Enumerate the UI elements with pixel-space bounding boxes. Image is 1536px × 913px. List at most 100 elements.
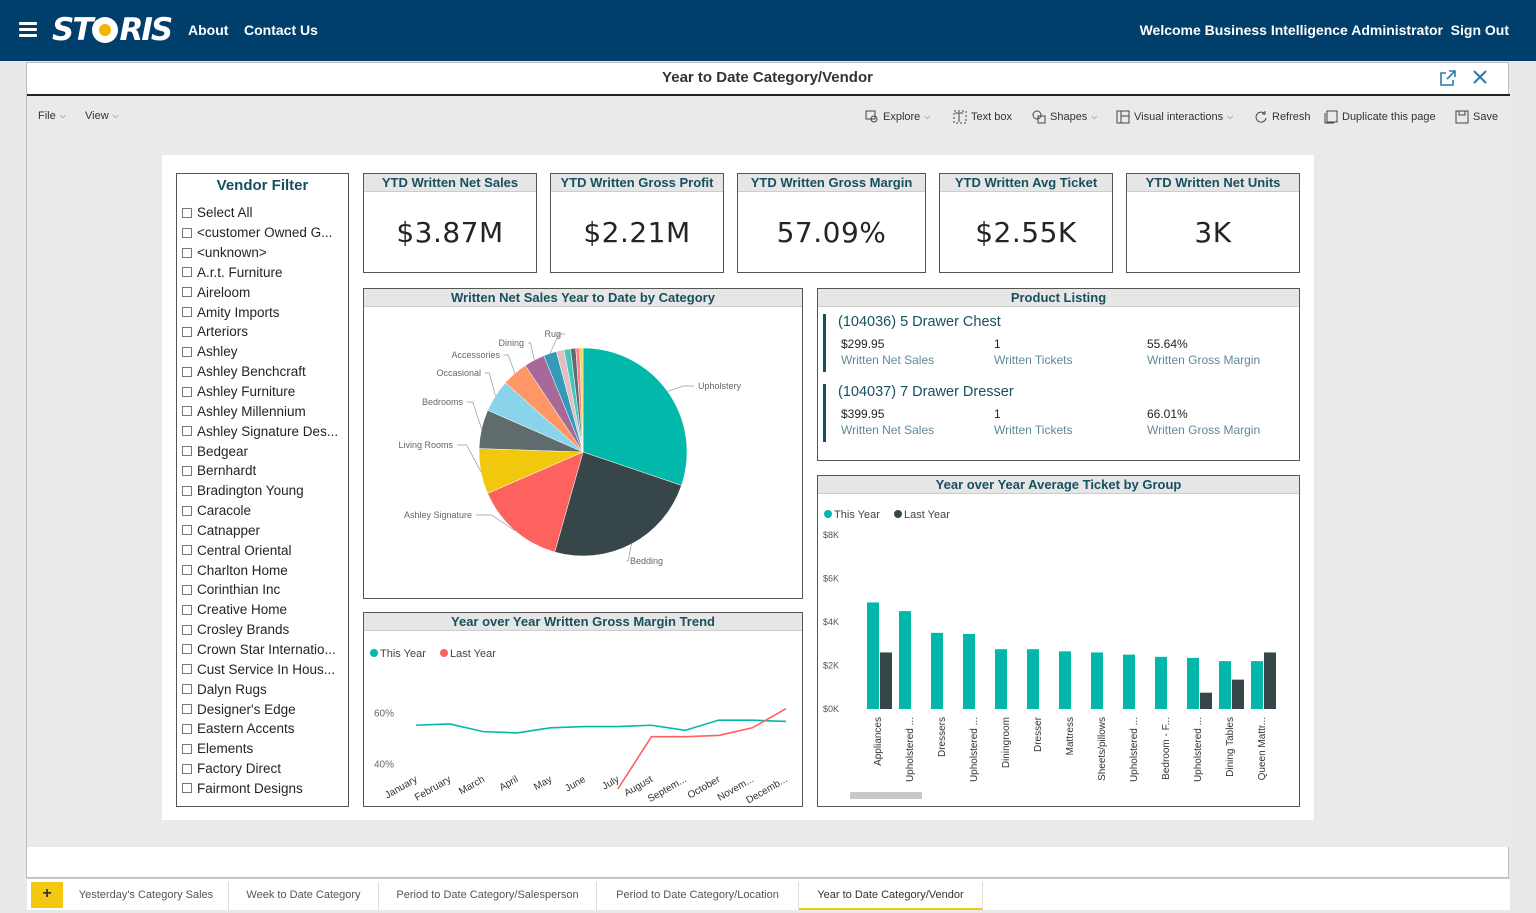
checkbox[interactable] (182, 525, 192, 536)
vendor-filter-item[interactable]: Aireloom (182, 282, 345, 302)
save-button[interactable]: Save (1455, 110, 1498, 124)
textbox-button[interactable]: Text box (953, 110, 1012, 124)
vendor-filter-item[interactable]: Bradington Young (182, 481, 345, 501)
checkbox[interactable] (182, 485, 192, 496)
tab-period-category-salesperson[interactable]: Period to Date Category/Salesperson (379, 882, 597, 910)
pie-chart-card[interactable]: Written Net Sales Year to Date by Catego… (363, 288, 803, 599)
vendor-filter-item[interactable]: Designer's Edge (182, 699, 345, 719)
product-item[interactable]: (104036) 5 Drawer Chest $299.95 1 55.64%… (823, 314, 1293, 372)
vendor-filter-item[interactable]: Crown Star Internatio... (182, 640, 345, 660)
vendor-filter-item[interactable]: Ashley Millennium (182, 401, 345, 421)
vendor-filter-item[interactable]: Caracole (182, 501, 345, 521)
vendor-filter-item[interactable]: Fairmont Sofas (182, 798, 345, 803)
close-icon[interactable] (1472, 69, 1488, 85)
pie-slice-label: Bedding (630, 556, 663, 566)
checkbox[interactable] (182, 346, 192, 357)
checkbox[interactable] (182, 207, 192, 218)
line-chart-title: Year over Year Written Gross Margin Tren… (364, 613, 802, 631)
vendor-filter-item[interactable]: Ashley (182, 342, 345, 362)
checkbox[interactable] (182, 604, 192, 615)
checkbox[interactable] (182, 247, 192, 258)
visual-interactions-button[interactable]: Visual interactions ⌵ (1116, 110, 1233, 124)
product-margin-label: Written Gross Margin (1147, 423, 1261, 437)
vendor-filter-item[interactable]: Cust Service In Hous... (182, 659, 345, 679)
checkbox[interactable] (182, 624, 192, 635)
vendor-filter-item[interactable]: Bernhardt (182, 461, 345, 481)
vendor-filter-list[interactable]: Select All <customer Owned G... <unknown> A… (182, 203, 345, 803)
storis-logo[interactable]: ST RIS (52, 12, 173, 48)
vendor-filter-item[interactable]: Amity Imports (182, 302, 345, 322)
nav-contact-link[interactable]: Contact Us (244, 22, 318, 38)
checkbox[interactable] (182, 465, 192, 476)
checkbox[interactable] (182, 227, 192, 238)
vendor-filter-item[interactable]: Fairmont Designs (182, 778, 345, 798)
vendor-filter-item[interactable]: Elements (182, 739, 345, 759)
checkbox[interactable] (182, 743, 192, 754)
bar-this-year (1187, 657, 1199, 709)
vendor-filter-item[interactable]: Corinthian Inc (182, 580, 345, 600)
vendor-filter-item[interactable]: Catnapper (182, 521, 345, 541)
line-chart-card[interactable]: Year over Year Written Gross Margin Tren… (363, 612, 803, 807)
vendor-filter-item[interactable]: Bedgear (182, 441, 345, 461)
vendor-filter-item[interactable]: <unknown> (182, 243, 345, 263)
menu-icon[interactable] (19, 22, 37, 37)
vendor-filter-item[interactable]: Crosley Brands (182, 620, 345, 640)
checkbox[interactable] (182, 704, 192, 715)
popout-icon[interactable] (1440, 70, 1456, 86)
vendor-filter-item[interactable]: Ashley Signature Des... (182, 421, 345, 441)
checkbox[interactable] (182, 267, 192, 278)
explore-button[interactable]: Explore ⌵ (865, 110, 930, 124)
pie-chart[interactable]: Upholstery Bedding Ashley Signature Living … (364, 308, 802, 598)
checkbox[interactable] (182, 684, 192, 695)
checkbox[interactable] (182, 366, 192, 377)
nav-about-link[interactable]: About (188, 22, 229, 38)
vendor-filter-item[interactable]: Central Oriental (182, 540, 345, 560)
checkbox[interactable] (182, 763, 192, 774)
textbox-icon (953, 110, 967, 124)
vendor-filter-item[interactable]: Dalyn Rugs (182, 679, 345, 699)
checkbox[interactable] (182, 307, 192, 318)
bar-chart-card[interactable]: Year over Year Average Ticket by Group T… (817, 475, 1300, 807)
checkbox[interactable] (182, 446, 192, 457)
vendor-filter-item[interactable]: Ashley Furniture (182, 382, 345, 402)
checkbox[interactable] (182, 723, 192, 734)
vendor-filter-item[interactable]: Factory Direct (182, 759, 345, 779)
checkbox[interactable] (182, 565, 192, 576)
tab-period-category-location[interactable]: Period to Date Category/Location (597, 882, 799, 910)
view-menu[interactable]: View ⌵ (85, 110, 119, 122)
vendor-filter-item[interactable]: Charlton Home (182, 560, 345, 580)
vendor-filter-slicer: Vendor Filter Select All <customer Owned … (176, 173, 349, 807)
shapes-button[interactable]: Shapes ⌵ (1032, 110, 1097, 124)
checkbox[interactable] (182, 783, 192, 794)
checkbox[interactable] (182, 287, 192, 298)
tab-week-to-date-category[interactable]: Week to Date Category (229, 882, 379, 910)
tab-yesterday-category-sales[interactable]: Yesterday's Category Sales (64, 882, 229, 910)
checkbox[interactable] (182, 505, 192, 516)
checkbox[interactable] (182, 664, 192, 675)
tab-ytd-category-vendor[interactable]: Year to Date Category/Vendor (799, 882, 983, 910)
checkbox[interactable] (182, 406, 192, 417)
checkbox[interactable] (182, 545, 192, 556)
vendor-filter-item[interactable]: A.r.t. Furniture (182, 263, 345, 283)
checkbox[interactable] (182, 426, 192, 437)
vendor-filter-item[interactable]: Creative Home (182, 600, 345, 620)
refresh-button[interactable]: Refresh (1254, 110, 1311, 124)
product-item[interactable]: (104037) 7 Drawer Dresser $399.95 1 66.0… (823, 384, 1293, 442)
vendor-filter-item[interactable]: Select All (182, 203, 345, 223)
checkbox[interactable] (182, 326, 192, 337)
vendor-filter-item[interactable]: Arteriors (182, 322, 345, 342)
checkbox[interactable] (182, 644, 192, 655)
file-menu[interactable]: File ⌵ (38, 110, 66, 122)
vendor-filter-item[interactable]: <customer Owned G... (182, 223, 345, 243)
checkbox[interactable] (182, 584, 192, 595)
pie-chart-title: Written Net Sales Year to Date by Catego… (364, 289, 802, 307)
vendor-filter-item[interactable]: Eastern Accents (182, 719, 345, 739)
vendor-filter-item[interactable]: Ashley Benchcraft (182, 362, 345, 382)
duplicate-page-button[interactable]: Duplicate this page (1324, 110, 1436, 124)
add-page-button[interactable]: + (31, 882, 63, 908)
sign-out-link[interactable]: Sign Out (1450, 22, 1509, 38)
bar-chart[interactable]: This Year Last Year $0K $2K $4K $6K $8K Applian… (818, 495, 1299, 806)
legend-label: Last Year (450, 648, 496, 660)
checkbox[interactable] (182, 386, 192, 397)
